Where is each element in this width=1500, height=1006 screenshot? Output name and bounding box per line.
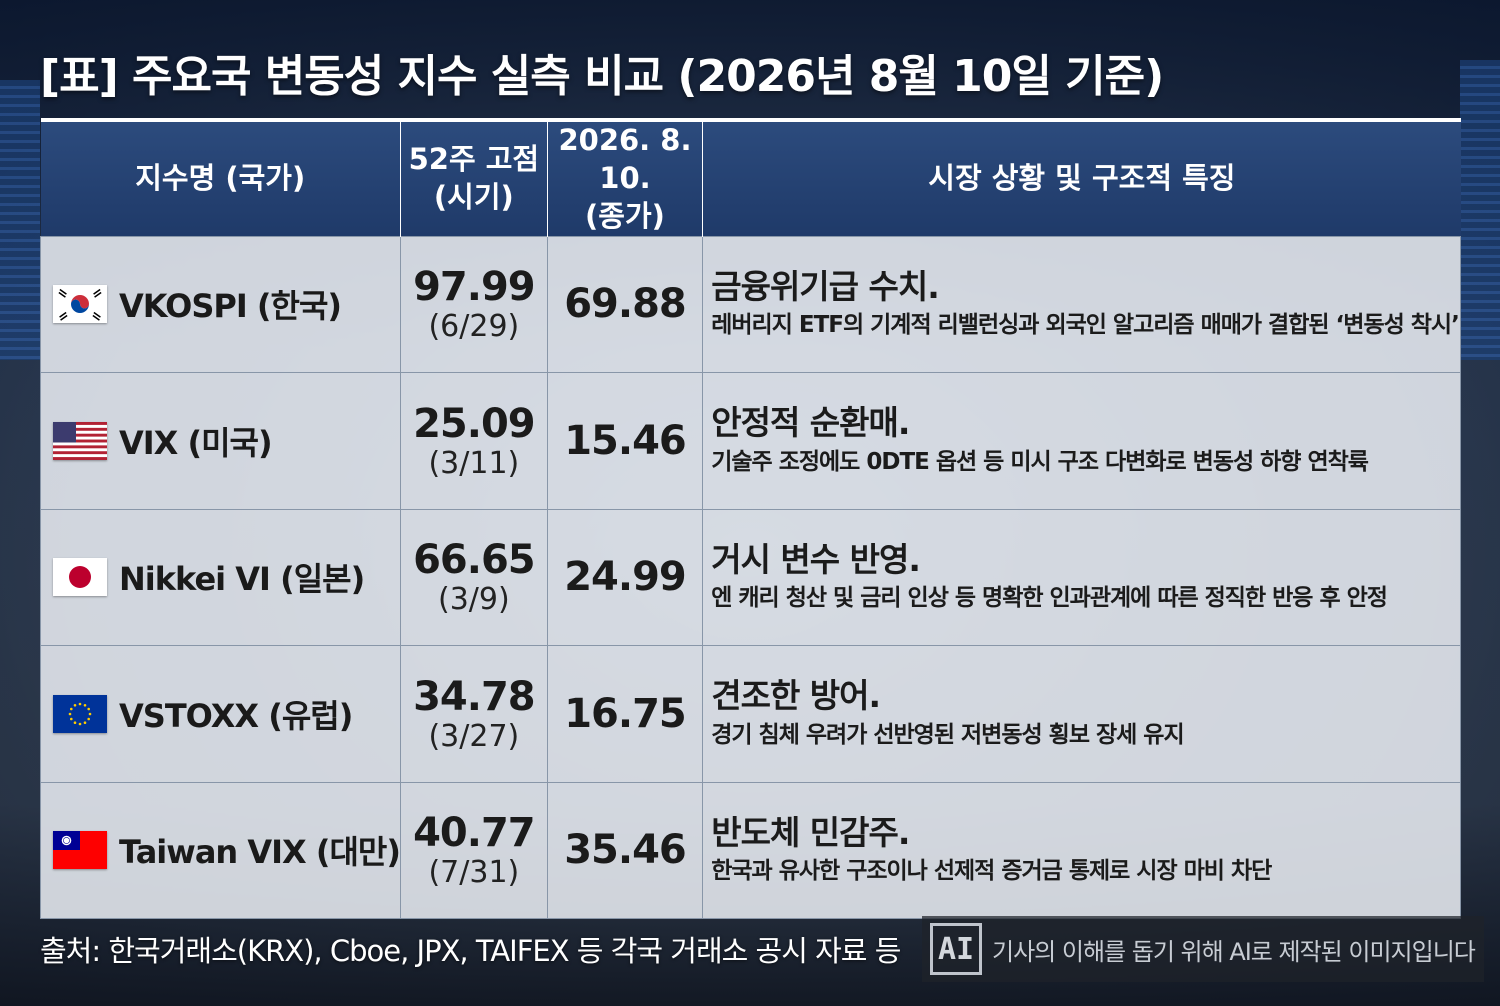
header-close: 2026. 8. 10. (종가) [546, 120, 704, 236]
table-row: Nikkei VI (일본) 66.65 (3/9) 24.99 거시 변수 반… [40, 508, 1461, 646]
european-union-flag-icon [53, 694, 107, 733]
table-row: VIX (미국) 25.09 (3/11) 15.46 안정적 순환매. 기술주… [40, 372, 1461, 510]
high-value: 66.65 [413, 537, 536, 583]
header-index-name: 지수명 (국가) [40, 120, 401, 236]
japan-flag-icon [53, 558, 107, 597]
notes-detail: 경기 침체 우려가 선반영된 저변동성 횡보 장세 유지 [711, 721, 1184, 748]
table-row: Taiwan VIX (대만) 40.77 (7/31) 35.46 반도체 민… [40, 781, 1461, 919]
background-screen-right [1460, 60, 1500, 360]
index-name: Taiwan VIX (대만) [119, 833, 401, 872]
notes-detail: 기술주 조정에도 0DTE 옵션 등 미시 구조 다변화로 변동성 하향 연착륙 [711, 448, 1369, 475]
table-row: VKOSPI (한국) 97.99 (6/29) 69.88 금융위기급 수치.… [40, 235, 1461, 373]
notes-cell: 견조한 방어. 경기 침체 우려가 선반영된 저변동성 횡보 장세 유지 [702, 645, 1461, 783]
ai-notice-text: 기사의 이해를 돕기 위해 AI로 제작된 이미지입니다 [992, 937, 1476, 966]
notes-headline: 견조한 방어. [711, 676, 881, 716]
ai-icon: AI [930, 923, 982, 975]
page-title: [표] 주요국 변동성 지수 실측 비교 (2026년 8월 10일 기준) [40, 51, 1164, 102]
index-name: Nikkei VI (일본) [119, 560, 365, 599]
close-value: 24.99 [546, 508, 704, 646]
source-note: 출처: 한국거래소(KRX), Cboe, JPX, TAIFEX 등 각국 거… [40, 934, 901, 968]
notes-cell: 금융위기급 수치. 레버리지 ETF의 기계적 리밸런싱과 외국인 알고리즘 매… [702, 235, 1461, 373]
high-cell: 34.78 (3/27) [399, 645, 548, 783]
high-value: 40.77 [413, 810, 536, 856]
high-value: 34.78 [413, 673, 536, 720]
high-value: 25.09 [413, 400, 536, 447]
index-cell: VKOSPI (한국) [40, 235, 401, 373]
notes-detail: 레버리지 ETF의 기계적 리밸런싱과 외국인 알고리즘 매매가 결합된 ‘변동… [711, 312, 1460, 339]
high-value: 97.99 [413, 264, 536, 310]
notes-headline: 거시 변수 반영. [711, 539, 921, 579]
index-cell: Nikkei VI (일본) [40, 508, 401, 646]
close-value: 69.88 [546, 235, 704, 373]
notes-headline: 반도체 민감주. [711, 812, 910, 852]
index-name: VKOSPI (한국) [119, 287, 342, 326]
index-cell: Taiwan VIX (대만) [40, 781, 401, 919]
high-date: (3/9) [438, 582, 510, 617]
high-date: (3/11) [428, 445, 520, 481]
notes-detail: 엔 캐리 청산 및 금리 인상 등 명확한 인과관계에 따른 정직한 반응 후 … [711, 585, 1388, 612]
notes-cell: 반도체 민감주. 한국과 유사한 구조이나 선제적 증거금 통제로 시장 마비 … [702, 781, 1461, 919]
notes-cell: 거시 변수 반영. 엔 캐리 청산 및 금리 인상 등 명확한 인과관계에 따른… [702, 508, 1461, 646]
background-screen-left [0, 80, 40, 360]
close-value: 16.75 [546, 645, 704, 783]
high-date: (3/27) [428, 718, 520, 754]
united-states-flag-icon [53, 421, 107, 460]
index-name: VSTOXX (유럽) [119, 696, 353, 735]
header-52w-high: 52주 고점 (시기) [399, 120, 548, 236]
ai-generated-notice: AI 기사의 이해를 돕기 위해 AI로 제작된 이미지입니다 [922, 916, 1484, 982]
high-cell: 40.77 (7/31) [399, 781, 548, 919]
header-close-line1: 2026. 8. 10. [558, 123, 692, 195]
notes-detail: 한국과 유사한 구조이나 선제적 증거금 통제로 시장 마비 차단 [711, 858, 1272, 885]
high-cell: 66.65 (3/9) [399, 508, 548, 646]
close-value: 15.46 [546, 372, 704, 510]
index-cell: VSTOXX (유럽) [40, 645, 401, 783]
volatility-index-table: 지수명 (국가) 52주 고점 (시기) 2026. 8. 10. (종가) 시… [40, 118, 1461, 919]
table-header-row: 지수명 (국가) 52주 고점 (시기) 2026. 8. 10. (종가) 시… [40, 120, 1461, 236]
header-close-line2: (종가) [585, 198, 665, 233]
header-52w-high-line2: (시기) [433, 179, 514, 214]
header-market-notes: 시장 상황 및 구조적 특징 [702, 120, 1461, 236]
high-date: (6/29) [428, 309, 520, 344]
index-cell: VIX (미국) [40, 372, 401, 510]
index-name: VIX (미국) [119, 423, 273, 462]
high-date: (7/31) [428, 855, 520, 890]
table-row: VSTOXX (유럽) 34.78 (3/27) 16.75 견조한 방어. 경… [40, 645, 1461, 783]
high-cell: 97.99 (6/29) [399, 235, 548, 373]
south-korea-flag-icon [53, 285, 107, 324]
high-cell: 25.09 (3/11) [399, 372, 548, 510]
notes-headline: 금융위기급 수치. [711, 266, 940, 306]
notes-cell: 안정적 순환매. 기술주 조정에도 0DTE 옵션 등 미시 구조 다변화로 변… [702, 372, 1461, 510]
header-52w-high-line1: 52주 고점 [408, 142, 540, 177]
taiwan-flag-icon [53, 831, 107, 870]
close-value: 35.46 [546, 781, 704, 919]
notes-headline: 안정적 순환매. [711, 403, 910, 443]
